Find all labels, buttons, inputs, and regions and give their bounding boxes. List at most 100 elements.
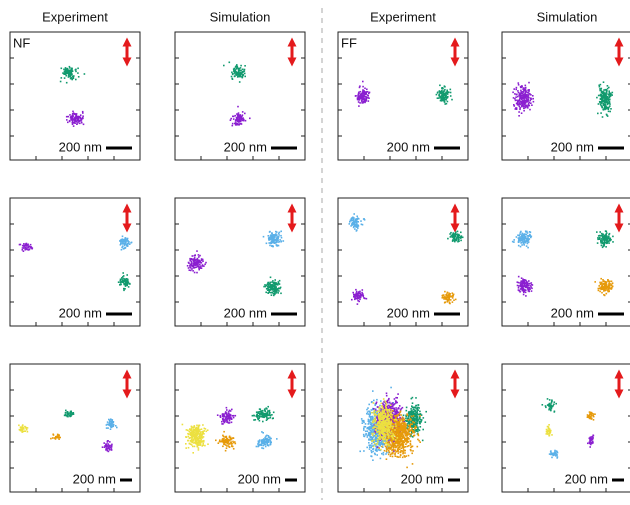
localization <box>515 100 517 102</box>
localization <box>604 93 606 95</box>
localization <box>520 285 522 287</box>
localization <box>425 421 427 423</box>
localization <box>437 97 439 99</box>
localization <box>230 414 232 416</box>
localization <box>271 414 273 416</box>
localization <box>276 234 278 236</box>
localization <box>64 415 66 417</box>
localization <box>192 255 194 257</box>
localization <box>381 446 383 448</box>
localization <box>383 454 385 456</box>
localization <box>608 283 610 285</box>
localization <box>363 101 365 103</box>
localization <box>603 245 605 247</box>
localization <box>408 416 410 418</box>
localization <box>225 450 227 452</box>
localization <box>450 232 452 234</box>
localization <box>66 119 68 121</box>
localization <box>355 289 357 291</box>
localization <box>520 246 522 248</box>
localization <box>378 443 380 445</box>
localization <box>252 415 254 417</box>
localization <box>200 267 202 269</box>
localization <box>369 411 371 413</box>
localization <box>64 77 66 79</box>
localization <box>244 65 246 67</box>
localization <box>522 288 524 290</box>
localization <box>123 290 125 292</box>
localization <box>606 236 608 238</box>
localization <box>230 438 232 440</box>
localization <box>23 427 25 429</box>
localization <box>362 86 364 88</box>
localization <box>368 427 370 429</box>
localization <box>104 445 106 447</box>
localization <box>52 437 54 439</box>
localization <box>525 87 527 89</box>
localization <box>517 104 519 106</box>
localization <box>526 234 528 236</box>
localization <box>227 443 229 445</box>
localization <box>531 282 533 284</box>
localization <box>353 296 355 298</box>
localization <box>444 291 446 293</box>
localization <box>30 244 32 246</box>
localization <box>269 245 271 247</box>
localization <box>519 291 521 293</box>
localization <box>358 301 360 303</box>
localization <box>515 89 517 91</box>
localization <box>447 296 449 298</box>
localization <box>110 418 112 420</box>
localization <box>386 395 388 397</box>
localization <box>191 439 193 441</box>
localization <box>598 285 600 287</box>
localization <box>398 412 400 414</box>
localization <box>244 76 246 78</box>
localization <box>525 105 527 107</box>
localization <box>521 105 523 107</box>
localization <box>523 110 525 112</box>
localization <box>389 452 391 454</box>
localization <box>191 426 193 428</box>
localization <box>59 437 61 439</box>
localization <box>70 412 72 414</box>
localization <box>72 119 74 121</box>
localization <box>607 88 609 90</box>
localization <box>513 239 515 241</box>
localization <box>603 288 605 290</box>
localization <box>358 293 360 295</box>
localization <box>259 420 261 422</box>
localization <box>199 429 201 431</box>
localization <box>74 119 76 121</box>
localization <box>415 414 417 416</box>
page: {"headers": ["Experiment", "Simulation",… <box>0 0 630 500</box>
localization <box>73 413 75 415</box>
localization <box>196 435 198 437</box>
localization <box>258 417 260 419</box>
localization <box>609 105 611 107</box>
localization <box>366 447 368 449</box>
localization <box>235 415 237 417</box>
localization <box>410 408 412 410</box>
localization <box>532 284 534 286</box>
localization <box>604 108 606 110</box>
localization <box>120 241 122 243</box>
localization <box>271 287 273 289</box>
localization <box>360 297 362 299</box>
localization <box>406 407 408 409</box>
localization <box>520 101 522 103</box>
localization <box>525 85 527 87</box>
localization <box>446 298 448 300</box>
localization <box>519 233 521 235</box>
localization <box>373 436 375 438</box>
localization <box>71 73 73 75</box>
localization <box>233 70 235 72</box>
localization <box>79 123 81 125</box>
localization <box>447 300 449 302</box>
localization <box>278 234 280 236</box>
localization <box>415 407 417 409</box>
localization <box>240 123 242 125</box>
localization <box>518 111 520 113</box>
localization <box>232 74 234 76</box>
localization <box>440 92 442 94</box>
